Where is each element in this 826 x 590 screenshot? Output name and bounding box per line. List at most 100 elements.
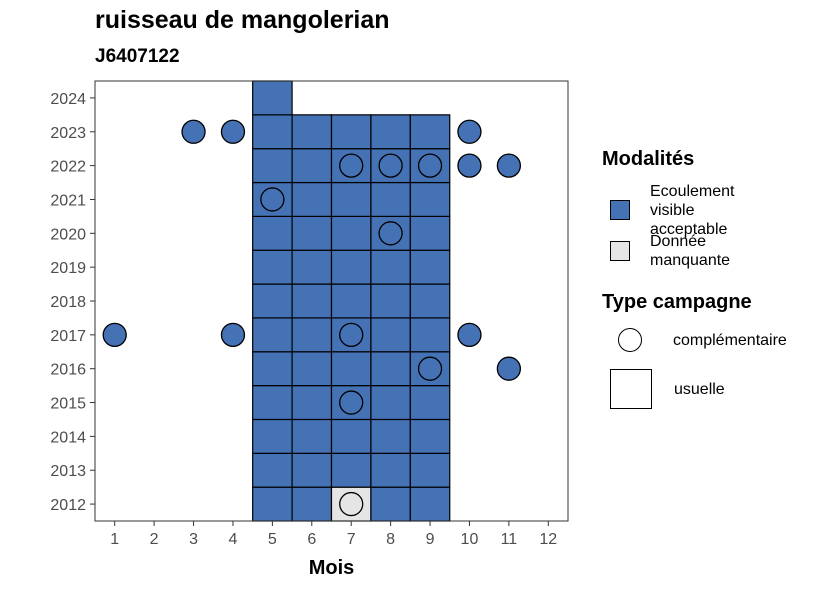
y-tick-label-2012: 2012: [50, 497, 86, 514]
point-2017-7: [339, 322, 364, 347]
legend-label-complementaire: complémentaire: [673, 331, 787, 349]
point-2016-9: [417, 356, 443, 381]
tile-2020-5: [252, 215, 293, 251]
x-tick-label-10: 10: [461, 531, 479, 548]
tile-2013-9: [409, 452, 451, 488]
legend-label-manquante-line1: Donnée: [650, 233, 707, 250]
tile-2020-9: [409, 215, 451, 251]
legend-circle-icon: [618, 328, 642, 352]
tile-2019-6: [291, 249, 333, 285]
tile-2023-6: [291, 114, 333, 150]
tile-2018-6: [291, 283, 333, 319]
legend-label-ecoulement-line1: Ecoulement: [650, 182, 735, 200]
tile-2019-8: [370, 249, 411, 285]
tile-2018-5: [252, 283, 293, 319]
tile-2017-5: [252, 317, 293, 353]
y-tick-label-2013: 2013: [50, 463, 86, 480]
chart-title: ruisseau de mangolerian: [95, 6, 390, 34]
tile-2017-8: [370, 317, 411, 353]
legend-label-ecoulement: Ecoulement visible acceptable: [650, 182, 735, 239]
tile-2020-6: [291, 215, 333, 251]
tile-2016-7: [330, 351, 372, 387]
tile-2018-8: [370, 283, 411, 319]
point-2020-8: [378, 221, 403, 246]
y-tick-label-2022: 2022: [50, 159, 86, 176]
tile-2020-7: [330, 215, 372, 251]
tile-2019-9: [409, 249, 451, 285]
x-tick-label-1: 1: [110, 531, 119, 548]
x-tick-label-5: 5: [268, 531, 277, 548]
x-tick-label-3: 3: [189, 531, 198, 548]
legend-label-manquante-line2: manquante: [650, 252, 731, 269]
tile-2013-5: [252, 452, 293, 488]
tile-2022-5: [252, 148, 293, 184]
tile-2014-9: [409, 418, 451, 454]
tile-2017-6: [291, 317, 333, 353]
legend-modalites-title: Modalités: [602, 148, 695, 170]
tile-2021-9: [409, 181, 451, 217]
point-2022-9: [417, 153, 443, 178]
tile-2024-5: [252, 80, 293, 116]
legend: Modalités Ecoulement visible acceptable …: [602, 148, 822, 414]
tile-2017-9: [409, 317, 451, 353]
tile-2013-6: [291, 452, 333, 488]
tile-2018-9: [409, 283, 451, 319]
legend-type-title: Type campagne: [602, 291, 752, 313]
point-2022-7: [339, 153, 364, 178]
tile-2012-5: [252, 486, 293, 522]
legend-label-usuelle: usuelle: [674, 380, 725, 398]
tile-2014-7: [330, 418, 372, 454]
legend-label-ecoulement-line2: visible: [650, 201, 695, 219]
tile-2016-5: [252, 351, 293, 387]
tile-2012-8: [370, 486, 411, 522]
point-2022-8: [378, 153, 403, 178]
point-2017-10: [457, 322, 482, 347]
tile-2023-7: [330, 114, 372, 150]
legend-item-ecoulement: Ecoulement visible acceptable: [602, 179, 822, 241]
tile-2021-8: [370, 181, 411, 217]
tile-2023-9: [409, 114, 451, 150]
tile-2014-5: [252, 418, 293, 454]
x-tick-label-7: 7: [347, 531, 356, 548]
point-2021-5: [260, 187, 285, 212]
point-2023-10: [457, 119, 482, 144]
tile-2015-9: [409, 385, 451, 421]
x-tick-label-6: 6: [307, 531, 316, 548]
y-tick-label-2020: 2020: [50, 226, 86, 243]
y-tick-label-2023: 2023: [50, 125, 86, 142]
point-2012-7: [339, 491, 364, 517]
legend-label-ecoulement-line3: acceptable: [650, 220, 728, 238]
tile-2019-5: [252, 249, 293, 285]
legend-item-usuelle: usuelle: [602, 364, 822, 414]
tile-2023-8: [370, 114, 411, 150]
y-tick-label-2015: 2015: [50, 396, 86, 413]
y-tick-label-2024: 2024: [50, 91, 86, 108]
tile-2016-6: [291, 351, 333, 387]
y-tick-label-2021: 2021: [50, 192, 86, 209]
x-tick-label-11: 11: [501, 531, 518, 548]
x-tick-label-4: 4: [229, 531, 238, 548]
x-tick-label-9: 9: [426, 531, 435, 548]
point-2017-1: [102, 322, 127, 347]
x-tick-label-12: 12: [539, 531, 557, 548]
tile-2015-8: [370, 385, 411, 421]
chart-subtitle: J6407122: [95, 46, 180, 67]
y-tick-label-2017: 2017: [50, 328, 86, 345]
tile-2012-9: [409, 486, 451, 522]
point-2015-7: [339, 390, 364, 415]
tile-2023-5: [252, 114, 293, 150]
point-2016-11: [496, 356, 522, 381]
tile-2013-8: [370, 452, 411, 488]
point-2023-4: [220, 119, 246, 144]
legend-item-complementaire: complémentaire: [602, 322, 822, 358]
point-2023-3: [181, 119, 206, 144]
legend-label-manquante: Donnée manquante: [650, 232, 730, 270]
tile-2021-6: [291, 181, 333, 217]
tile-2015-6: [291, 385, 333, 421]
tile-2013-7: [330, 452, 372, 488]
tile-2022-6: [291, 148, 333, 184]
tile-2015-5: [252, 385, 293, 421]
legend-swatch-manquante: [610, 241, 630, 261]
point-2017-4: [220, 322, 246, 347]
x-tick-label-8: 8: [386, 531, 395, 548]
